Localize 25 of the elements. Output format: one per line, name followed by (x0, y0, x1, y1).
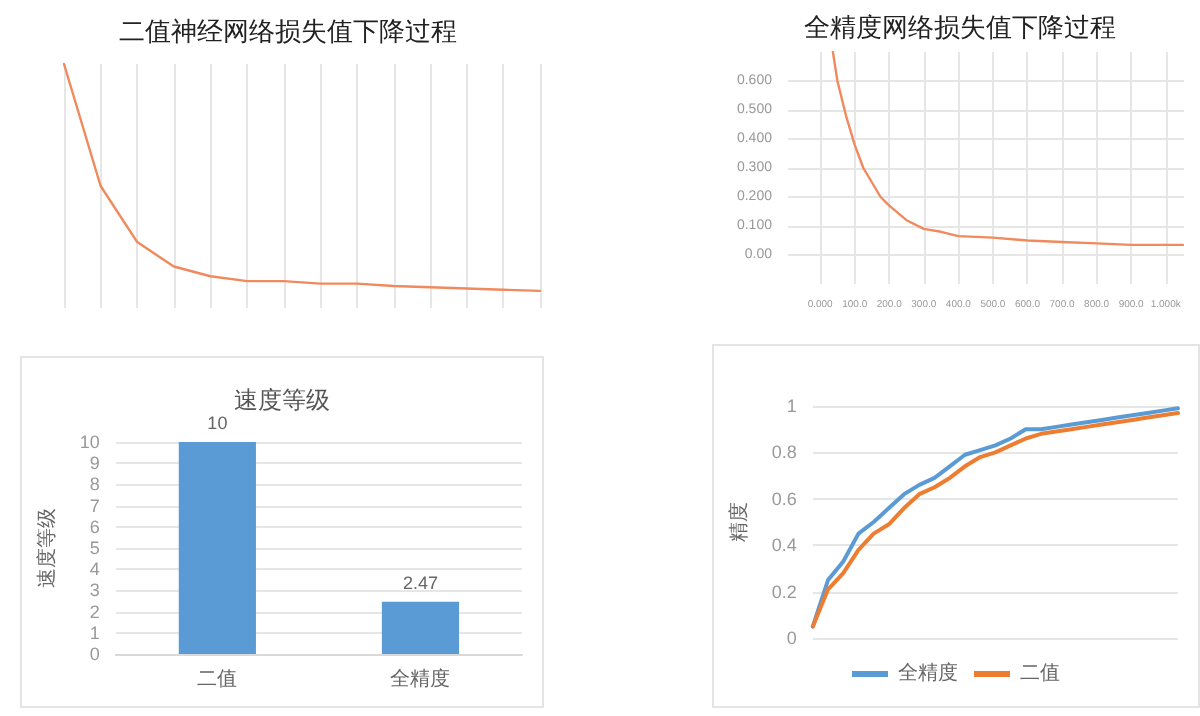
y-tick-label: 0.2 (771, 581, 797, 602)
y-tick-label: 6 (89, 516, 100, 537)
y-tick-label: 5 (89, 538, 100, 558)
y-axis-title: 精度 (727, 502, 751, 542)
y-tick-label: 0.6 (771, 488, 797, 509)
chart-title: 全精度网络损失值下降过程 (804, 12, 1116, 42)
y-tick-label: 2 (89, 601, 100, 622)
y-tick-label: 4 (89, 559, 100, 580)
chart-title: 二值神经网络损失值下降过程 (119, 16, 457, 46)
y-tick-label: 0 (786, 628, 797, 648)
y-tick-label: 10 (79, 432, 100, 452)
data-label: 2.47 (402, 572, 438, 593)
y-tick-label: 8 (89, 474, 100, 495)
line-series (831, 50, 1185, 247)
chart-title: 速度等级 (234, 386, 330, 414)
y-tick-label: 1 (89, 622, 100, 643)
y-tick-label: 7 (89, 495, 100, 516)
y-tick-label: 0.8 (771, 442, 797, 463)
y-tick-label: 3 (89, 580, 100, 601)
y-tick-label: 0 (89, 644, 100, 664)
y-tick-label: 0.4 (771, 535, 797, 556)
y-axis-title: 速度等级 (35, 508, 59, 588)
y-tick-label: 1 (786, 396, 797, 416)
y-tick-label: 9 (89, 453, 100, 474)
data-label: 10 (207, 413, 228, 433)
